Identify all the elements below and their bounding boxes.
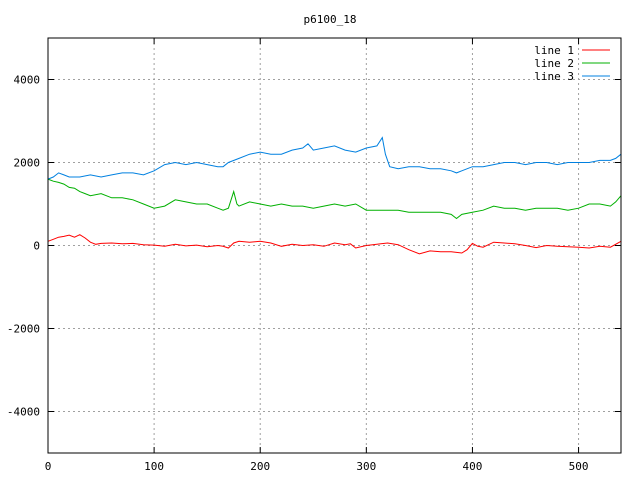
x-tick-label: 200 xyxy=(250,460,270,473)
y-tick-label: 0 xyxy=(33,240,40,253)
chart-title: p6100_18 xyxy=(304,13,357,26)
grid xyxy=(48,38,621,453)
x-tick-label: 400 xyxy=(463,460,483,473)
axes: 0 100 200 300 400 500 -4000 -2000 0 2000 4000 xyxy=(7,37,622,473)
series-layer xyxy=(47,136,622,255)
x-tick-label: 300 xyxy=(356,460,376,473)
series-line-2 xyxy=(47,178,622,220)
y-tick-label: 2000 xyxy=(14,157,41,170)
y-tick-label: 4000 xyxy=(14,74,41,87)
x-tick-label: 100 xyxy=(144,460,164,473)
series-line-1 xyxy=(47,234,622,255)
legend-label-2: line 2 xyxy=(534,57,574,70)
y-tick-label: -2000 xyxy=(7,323,40,336)
y-tick-label: -4000 xyxy=(7,406,40,419)
legend-label-1: line 1 xyxy=(534,44,574,57)
legend-label-3: line 3 xyxy=(534,70,574,83)
series-line-3 xyxy=(47,136,622,180)
x-tick-label: 500 xyxy=(569,460,589,473)
x-tick-label: 0 xyxy=(45,460,52,473)
